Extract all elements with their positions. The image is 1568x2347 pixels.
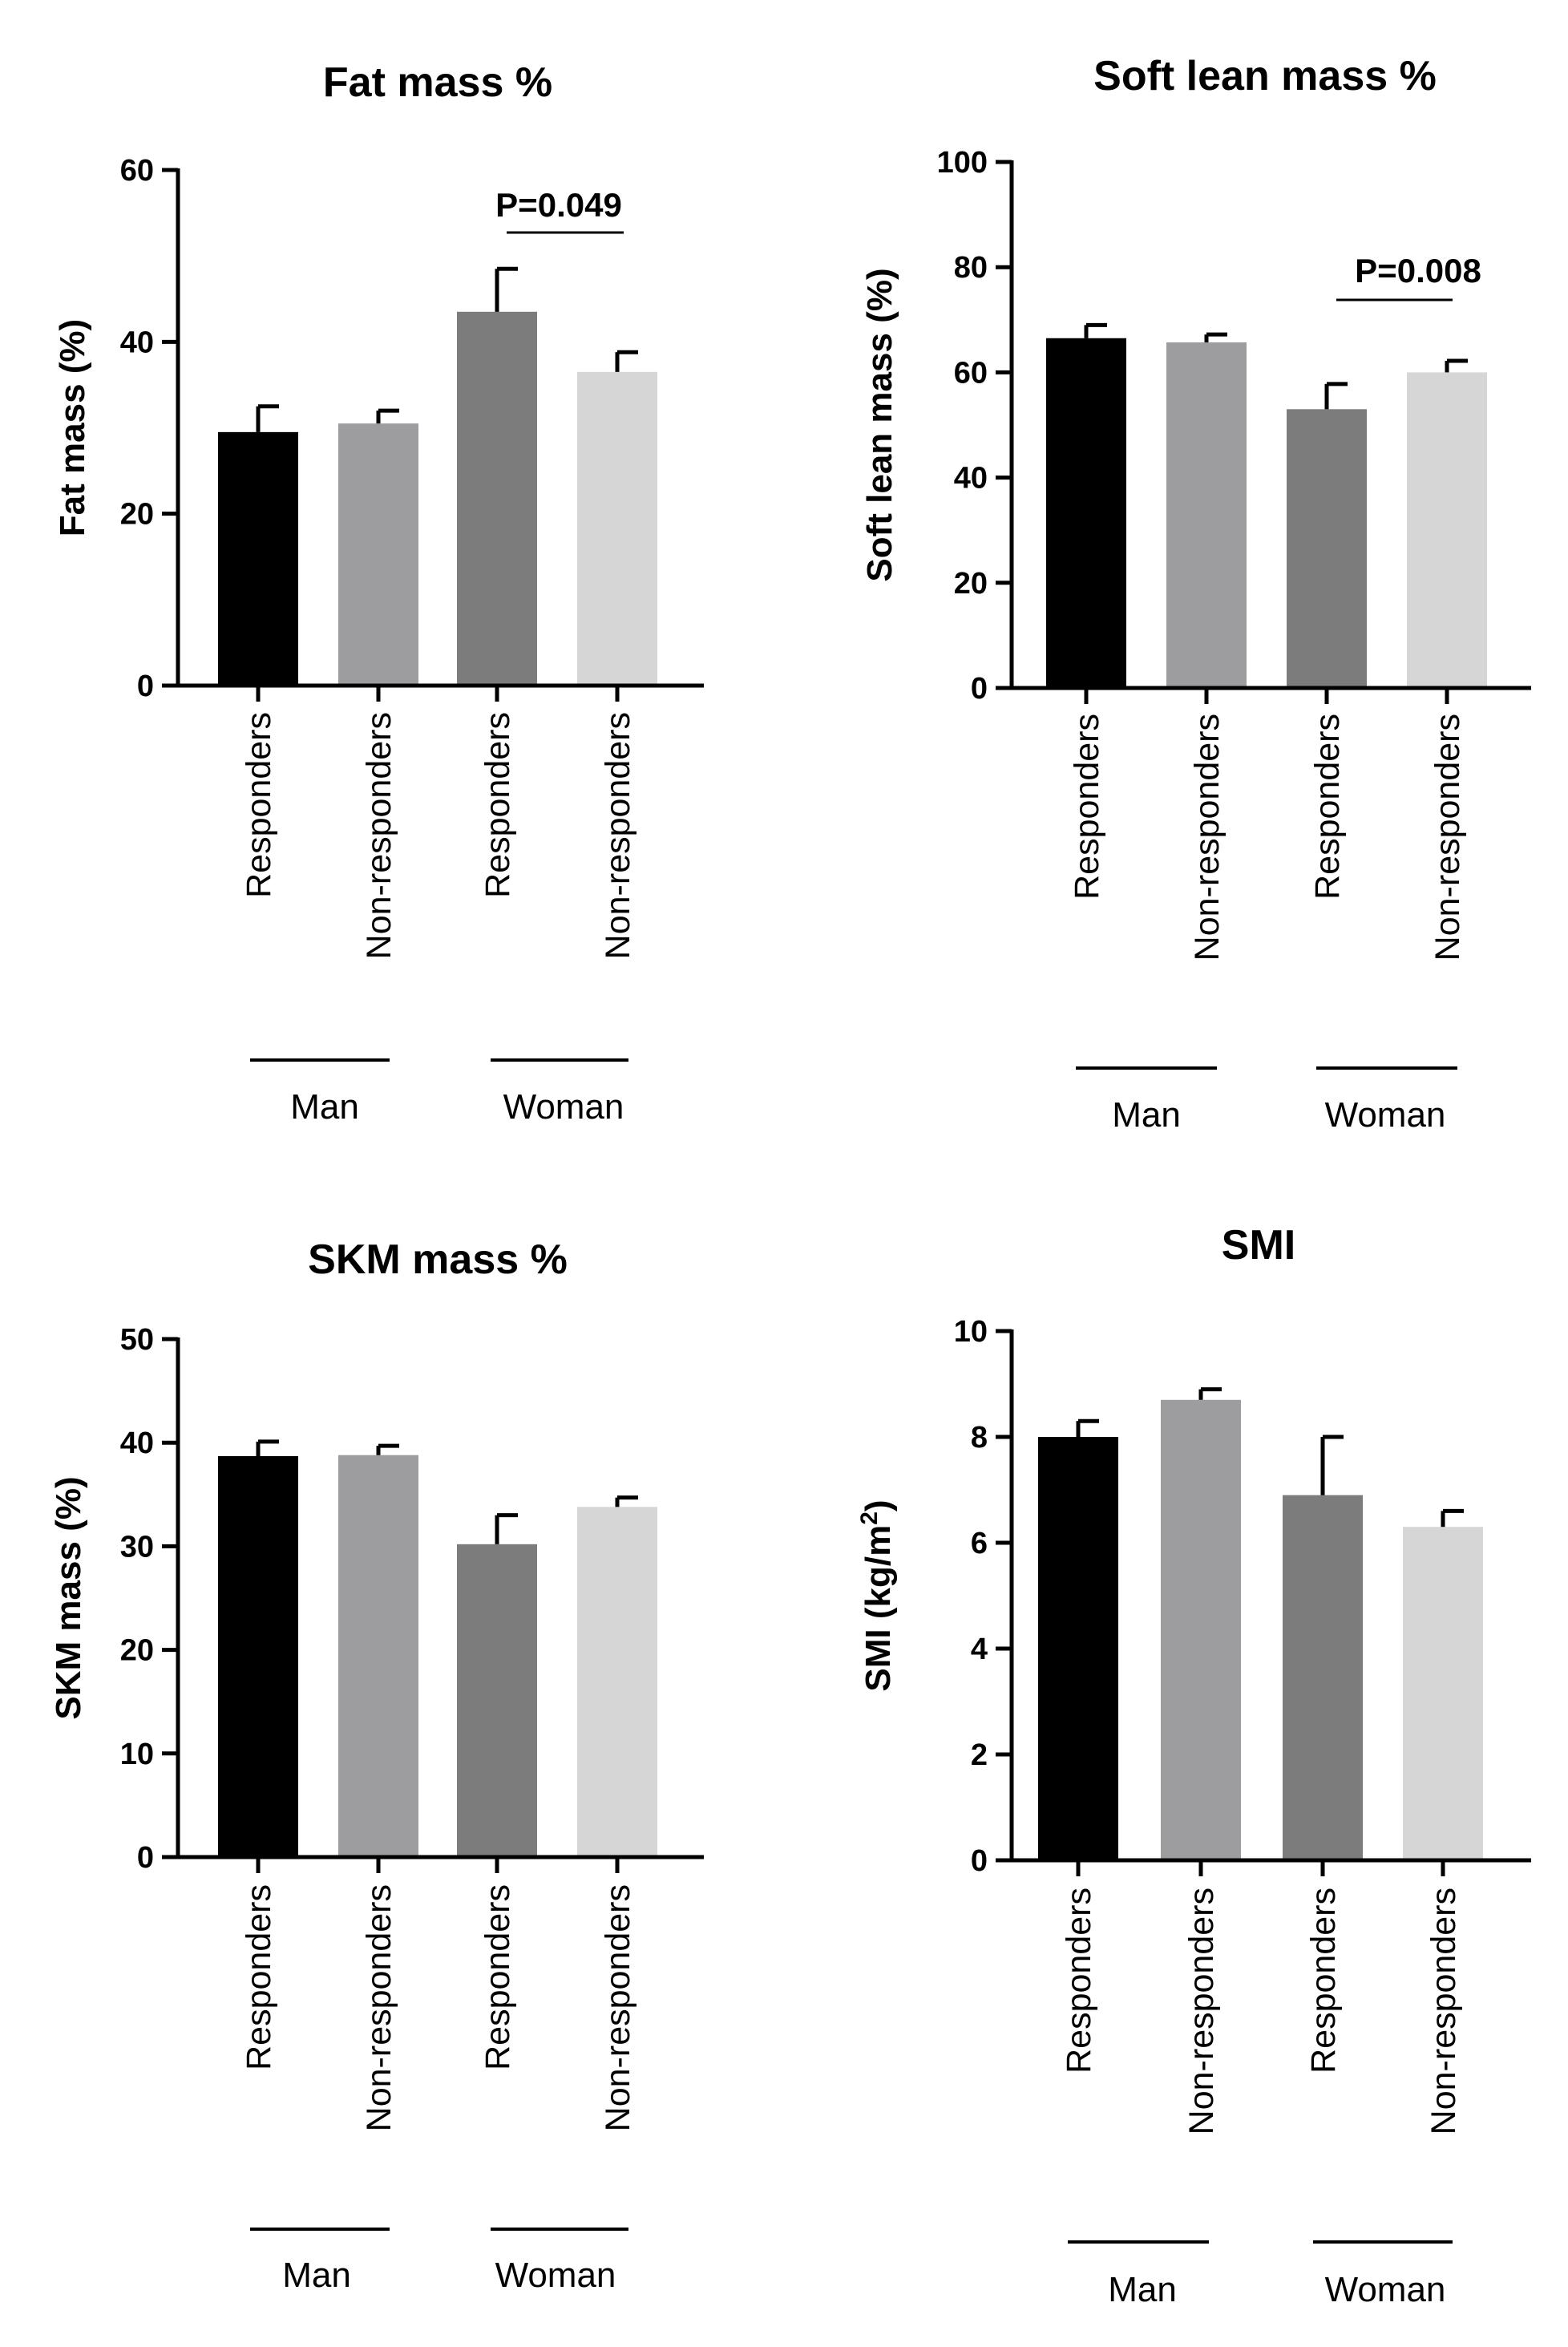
x-tick-label: Responders	[479, 712, 517, 898]
chart-title: Fat mass %	[323, 59, 552, 106]
x-tick-label: Responders	[1308, 714, 1347, 900]
bar-2	[338, 1455, 418, 1857]
y-tick-label: 60	[954, 356, 988, 390]
chart-panel-1: Fat mass % Fat mass (%) 0 20 40 60 Responders N…	[53, 59, 704, 1127]
bar-3	[1283, 1495, 1363, 1860]
bar-4	[1407, 372, 1487, 688]
x-tick-label: Responders	[1068, 714, 1106, 900]
group-label-2: Woman	[1325, 1095, 1446, 1135]
bar-4	[577, 1507, 657, 1857]
y-tick-label: 40	[954, 462, 988, 496]
bar-1	[218, 431, 298, 686]
chart-panel-3: SKM mass % SKM mass (%) 0 10 20 30 40 50 Respond…	[49, 1236, 704, 2295]
bar-1	[1046, 338, 1126, 688]
y-tick-label: 0	[971, 1844, 988, 1878]
y-tick-label: 0	[137, 670, 154, 703]
y-tick-label: 80	[954, 251, 988, 285]
x-tick-label: Responders	[1304, 1888, 1343, 2074]
x-tick-label: Non-responders	[1188, 714, 1227, 961]
y-tick-label: 0	[971, 672, 988, 706]
x-tick-label: Non-responders	[1182, 1888, 1221, 2135]
bar-3	[1287, 409, 1367, 688]
y-tick-label: 4	[971, 1633, 988, 1666]
bar-1	[1038, 1437, 1118, 1860]
y-tick-label: 40	[120, 326, 154, 359]
y-tick-label: 6	[971, 1527, 988, 1560]
y-tick-label: 20	[120, 498, 154, 532]
x-tick-label: Non-responders	[599, 712, 637, 959]
y-axis-label: Soft lean mass (%)	[860, 268, 899, 581]
chart-panel-2: Soft lean mass % Soft lean mass (%) 0 20 40 6…	[860, 53, 1531, 1135]
bar-3	[457, 1544, 537, 1857]
y-tick-label: 50	[120, 1323, 154, 1357]
x-tick-label: Responders	[240, 1884, 278, 2070]
y-tick-label: 20	[120, 1634, 154, 1668]
x-tick-label: Responders	[240, 712, 278, 898]
chart-title: SKM mass %	[308, 1236, 568, 1283]
x-tick-label: Non-responders	[1425, 1888, 1463, 2135]
x-tick-label: Responders	[479, 1884, 517, 2070]
y-tick-label: 30	[120, 1530, 154, 1564]
group-label-1: Man	[1108, 2270, 1177, 2309]
group-label-2: Woman	[503, 1087, 624, 1127]
p-value-annotation: P=0.008	[1355, 252, 1481, 289]
group-label-1: Man	[1112, 1095, 1181, 1135]
chart-title: Soft lean mass %	[1093, 53, 1437, 99]
bar-2	[338, 423, 418, 686]
bar-1	[218, 1455, 298, 1857]
y-tick-label: 2	[971, 1738, 988, 1772]
chart-panel-4: SMI SMI (kg/m2) 0 2 4 6 8 10 Responders Non-respo…	[856, 1222, 1531, 2309]
group-label-2: Woman	[495, 2256, 616, 2295]
y-tick-label: 10	[120, 1738, 154, 1771]
y-axis-label: SMI (kg/m2)	[856, 1499, 898, 1691]
x-tick-label: Non-responders	[599, 1884, 637, 2131]
p-value-annotation: P=0.049	[495, 186, 622, 224]
y-tick-label: 100	[937, 146, 988, 180]
bar-4	[1403, 1527, 1483, 1860]
x-tick-label: Responders	[1060, 1888, 1098, 2074]
bar-2	[1161, 1399, 1241, 1860]
bar-2	[1166, 342, 1247, 688]
y-tick-label: 20	[954, 567, 988, 601]
x-tick-label: Non-responders	[1429, 714, 1467, 961]
bar-4	[577, 371, 657, 686]
y-axis-label: SKM mass (%)	[49, 1476, 88, 1719]
x-tick-label: Non-responders	[360, 712, 398, 959]
y-tick-label: 40	[120, 1426, 154, 1460]
bar-3	[457, 311, 537, 686]
x-tick-label: Non-responders	[360, 1884, 398, 2131]
group-label-1: Man	[290, 1087, 359, 1127]
y-tick-label: 60	[120, 154, 154, 188]
chart-title: SMI	[1222, 1222, 1295, 1269]
y-tick-label: 10	[954, 1315, 988, 1349]
y-tick-label: 0	[137, 1841, 154, 1875]
y-axis-label: Fat mass (%)	[53, 319, 92, 536]
y-tick-label: 8	[971, 1421, 988, 1455]
group-label-2: Woman	[1325, 2270, 1446, 2309]
group-label-1: Man	[282, 2256, 351, 2295]
